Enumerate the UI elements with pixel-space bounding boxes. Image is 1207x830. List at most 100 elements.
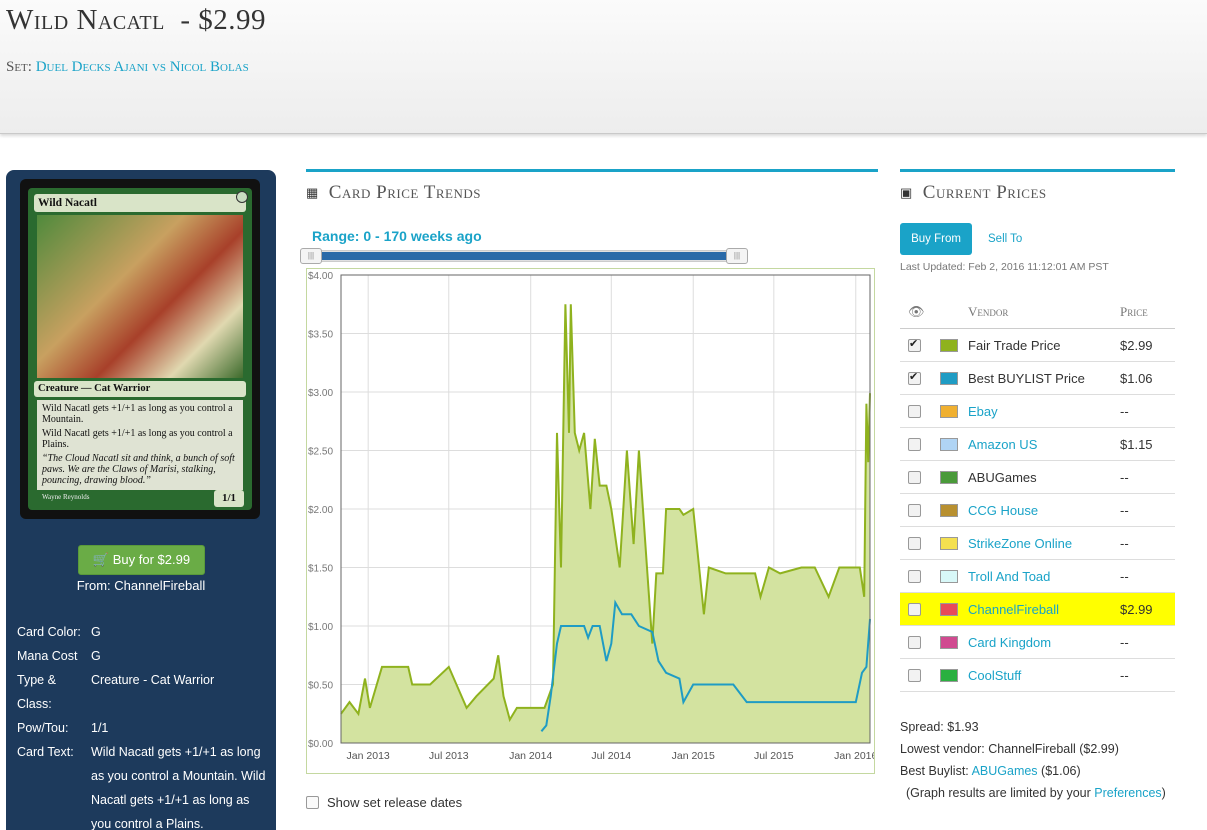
vendor-price: $1.15 [1120, 436, 1153, 452]
prices-section: ▣ Current Prices [900, 169, 1175, 204]
attribute-row: Card Color: G [17, 620, 272, 644]
set-link[interactable]: Duel Decks Ajani vs Nicol Bolas [35, 59, 249, 75]
vendor-color-swatch [940, 503, 958, 517]
card-rules-1: Wild Nacatl gets +1/+1 as long as you co… [42, 403, 233, 425]
card-name: Wild Nacatl [34, 194, 246, 212]
attribute-value: Wild Nacatl gets +1/+1 as long as you co… [91, 745, 266, 830]
x-tick-label: Jul 2014 [591, 750, 631, 762]
vendor-color-swatch [940, 602, 958, 616]
tab-sell-to[interactable]: Sell To [988, 233, 1023, 245]
vendor-checkbox[interactable] [908, 569, 921, 583]
show-release-dates-checkbox[interactable] [306, 796, 319, 809]
vendor-name[interactable]: ChannelFireball [968, 601, 1060, 617]
card-type-line: Creature — Cat Warrior [34, 381, 246, 397]
vendor-checkbox[interactable] [908, 370, 921, 385]
range-slider-right-handle[interactable]: ||| [726, 248, 748, 264]
vendor-row: Amazon US $1.15 [900, 428, 1175, 461]
vendor-price: $1.06 [1120, 370, 1153, 386]
vendor-checkbox[interactable] [908, 337, 921, 352]
price-tabs: Buy From Sell To [900, 223, 1022, 255]
y-tick-label: $0.50 [308, 681, 333, 692]
vendor-checkbox[interactable] [908, 668, 921, 682]
graph-note: (Graph results are limited by your [906, 786, 1095, 800]
prices-title: Current Prices [922, 182, 1047, 203]
buy-button[interactable]: 🛒 Buy for $2.99 [78, 545, 205, 575]
vendor-checkbox[interactable] [908, 437, 921, 451]
vendor-row: CCG House -- [900, 494, 1175, 527]
y-tick-label: $3.50 [308, 330, 333, 341]
trends-title: Card Price Trends [328, 182, 481, 203]
vendor-row: Ebay -- [900, 395, 1175, 428]
vendor-name: ABUGames [968, 469, 1037, 485]
vendor-price: $2.99 [1120, 337, 1153, 353]
vendor-row: CoolStuff -- [900, 659, 1175, 692]
buy-from-vendor: From: ChannelFireball [76, 578, 206, 593]
range-slider[interactable]: ||| ||| [300, 248, 748, 264]
y-tick-label: $4.00 [308, 271, 333, 282]
vendor-name[interactable]: Ebay [968, 403, 998, 419]
vendor-checkbox[interactable] [908, 503, 921, 517]
card-attributes: Card Color: G Mana Cost G Type & Class: Creat… [17, 620, 272, 830]
vendor-checkbox[interactable] [908, 635, 921, 649]
vendor-color-swatch [940, 668, 958, 682]
best-buylist-link[interactable]: ABUGames [971, 764, 1038, 778]
vendor-checkbox[interactable] [908, 404, 921, 418]
vendor-color-swatch [940, 569, 958, 583]
vendor-checkbox[interactable] [908, 602, 921, 616]
vendor-row: ChannelFireball $2.99 [900, 593, 1175, 626]
vendor-color-swatch [940, 371, 958, 385]
preferences-link[interactable]: Preferences [1094, 786, 1162, 800]
card-art [37, 215, 243, 378]
vendor-checkbox[interactable] [908, 536, 921, 550]
vendor-price: -- [1120, 502, 1129, 518]
vendor-name[interactable]: CCG House [968, 502, 1039, 518]
vendor-name[interactable]: Card Kingdom [968, 634, 1052, 650]
vendor-color-swatch [940, 338, 958, 352]
vendor-checkbox[interactable] [908, 470, 921, 484]
series-line [540, 599, 871, 732]
vendor-row: StrikeZone Online -- [900, 527, 1175, 560]
vendor-price: -- [1120, 634, 1129, 650]
attribute-value: G [91, 625, 101, 639]
vendor-price: -- [1120, 667, 1129, 683]
vendor-name[interactable]: Amazon US [968, 436, 1038, 452]
series-line [340, 304, 871, 723]
vendor-name[interactable]: Troll And Toad [968, 568, 1051, 584]
attribute-key: Mana Cost [17, 649, 78, 663]
vendor-price: -- [1120, 568, 1129, 584]
x-tick-label: Jan 2016 [834, 750, 874, 762]
calendar-icon: ▦ [306, 185, 319, 200]
vendor-color-swatch [940, 536, 958, 550]
vendor-name[interactable]: StrikeZone Online [968, 535, 1073, 551]
attribute-key: Type & Class: [17, 673, 56, 711]
vendor-name: Fair Trade Price [968, 337, 1061, 353]
vendor-header: Vendor [968, 304, 1009, 319]
show-release-dates-label: Show set release dates [327, 795, 463, 810]
price-table: 👁 Vendor Price Fair Trade Price $2.99 Best… [900, 296, 1175, 692]
card-power-toughness: 1/1 [214, 490, 244, 507]
y-tick-label: $1.50 [308, 564, 333, 575]
price-summary: Spread: $1.93 Lowest vendor: ChannelFire… [900, 716, 1166, 804]
attribute-value: Creature - Cat Warrior [91, 673, 215, 687]
plot-border [340, 274, 871, 744]
vendor-name[interactable]: CoolStuff [968, 667, 1022, 683]
series-area [341, 304, 870, 743]
vendor-color-swatch [940, 404, 958, 418]
y-tick-label: $2.50 [308, 447, 333, 458]
x-tick-label: Jan 2013 [347, 750, 390, 762]
card-panel: Wild Nacatl Creature — Cat Warrior Wild … [6, 170, 276, 830]
vendor-price: $2.99 [1120, 601, 1153, 617]
attribute-key: Card Color: [17, 625, 81, 639]
attribute-row: Mana Cost G [17, 644, 272, 668]
best-buylist-price: ($1.06) [1037, 764, 1081, 778]
range-slider-left-handle[interactable]: ||| [300, 248, 322, 264]
price-header: Price [1120, 304, 1148, 319]
vendor-row: ABUGames -- [900, 461, 1175, 494]
vendor-price: -- [1120, 469, 1129, 485]
tab-buy-from[interactable]: Buy From [900, 223, 972, 255]
price-chart-svg: $0.00 $0.50 $1.00 $1.50 $2.00 $2.50 $3.00 $3.50… [308, 271, 878, 762]
trends-section: ▦ Card Price Trends [306, 169, 878, 204]
money-icon: ▣ [900, 185, 913, 200]
lowest-vendor: Lowest vendor: ChannelFireball ($2.99) [900, 742, 1119, 756]
show-release-dates[interactable]: Show set release dates [306, 795, 462, 810]
